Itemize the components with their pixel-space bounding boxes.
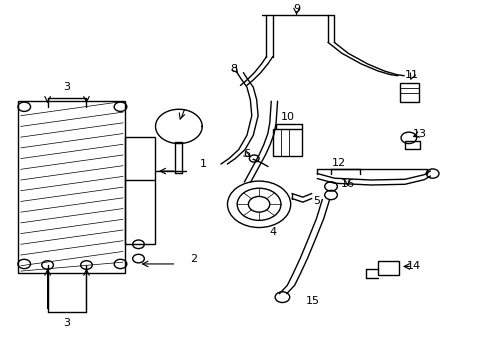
Text: 13: 13 [412, 129, 426, 139]
Text: 5: 5 [312, 196, 319, 206]
Text: 14: 14 [406, 261, 420, 271]
Text: 2: 2 [189, 253, 197, 264]
Text: 3: 3 [63, 318, 70, 328]
Bar [399, 83, 418, 103]
Text: 11: 11 [405, 69, 418, 80]
Text: 16: 16 [340, 179, 354, 189]
Text: 7: 7 [177, 109, 184, 119]
Bar [404, 141, 419, 149]
Text: 1: 1 [199, 159, 206, 169]
Text: 3: 3 [63, 82, 70, 92]
Text: 4: 4 [268, 227, 276, 237]
Bar [19, 102, 125, 273]
Text: 15: 15 [305, 296, 319, 306]
Text: 10: 10 [281, 112, 295, 122]
Text: 9: 9 [292, 4, 300, 14]
Text: 12: 12 [331, 158, 346, 168]
Bar [377, 261, 398, 275]
Text: 8: 8 [230, 64, 237, 73]
Bar [125, 137, 154, 244]
Bar [272, 129, 301, 156]
Text: 6: 6 [243, 149, 250, 159]
